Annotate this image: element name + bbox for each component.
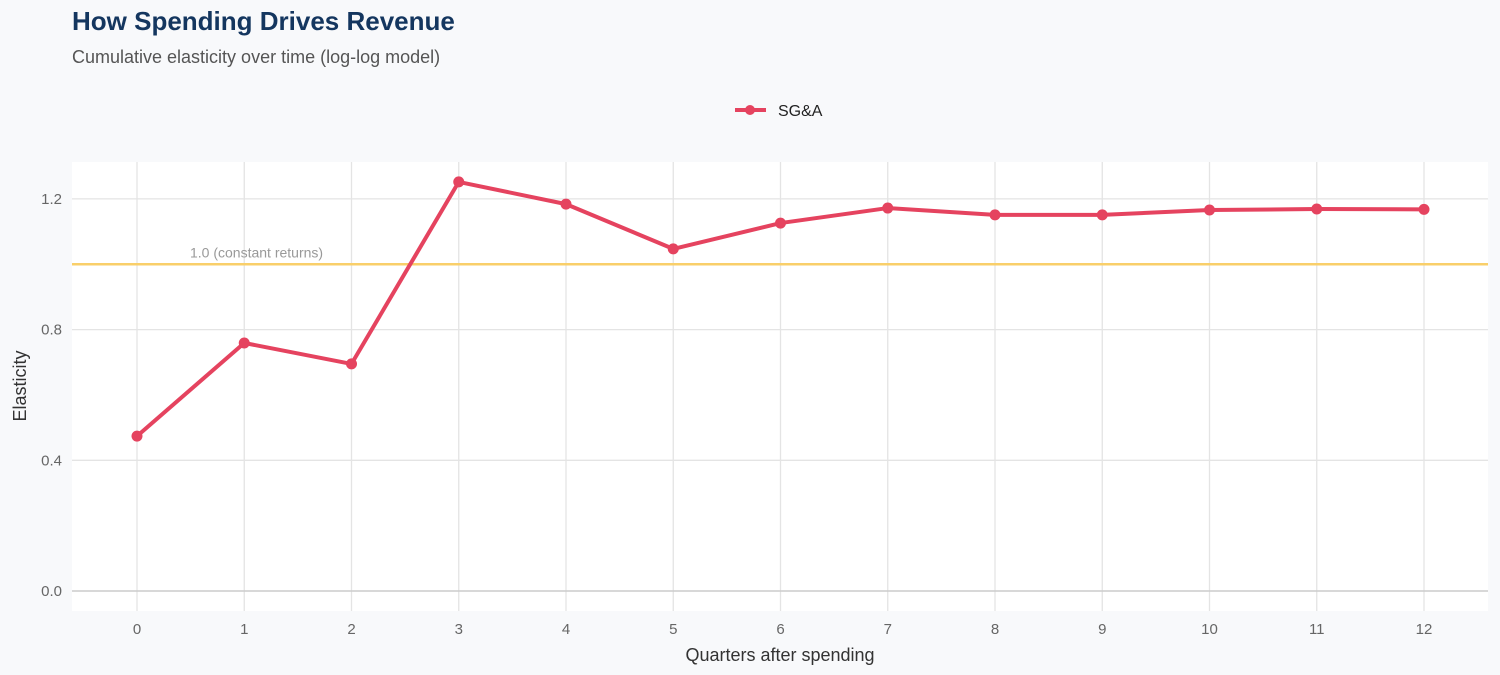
reference-line-group: 1.0 (constant returns) xyxy=(72,244,1488,266)
x-tick-label: 3 xyxy=(455,621,463,638)
tick-labels: 0 1 2 3 4 5 6 7 8 9 10 11 120.00.40.81.2 xyxy=(41,191,1432,638)
x-tick-label: 12 xyxy=(1416,621,1433,638)
data-point[interactable] xyxy=(1418,203,1430,215)
y-tick-label: 0.4 xyxy=(41,452,62,469)
y-axis-label: Elasticity xyxy=(10,350,30,421)
chart-subtitle: Cumulative elasticity over time (log-log… xyxy=(72,47,441,67)
x-tick-label: 8 xyxy=(991,621,999,638)
x-tick-label: 10 xyxy=(1201,621,1218,638)
x-axis-label: Quarters after spending xyxy=(685,645,874,665)
x-tick-label: 0 xyxy=(133,621,141,638)
data-point[interactable] xyxy=(346,358,357,370)
x-tick-label: 4 xyxy=(562,621,570,638)
legend-label: SG&A xyxy=(778,103,823,120)
x-tick-label: 11 xyxy=(1309,621,1325,638)
chart-title: How Spending Drives Revenue xyxy=(72,6,455,36)
data-point[interactable] xyxy=(775,217,786,229)
data-point[interactable] xyxy=(453,176,465,188)
data-point[interactable] xyxy=(882,202,894,214)
data-point[interactable] xyxy=(1096,209,1108,221)
reference-line-label: 1.0 (constant returns) xyxy=(190,244,323,260)
data-point[interactable] xyxy=(667,243,679,255)
data-point[interactable] xyxy=(238,337,250,349)
series-group xyxy=(131,176,1430,442)
x-tick-label: 9 xyxy=(1098,621,1106,638)
x-tick-label: 5 xyxy=(669,621,677,638)
x-tick-label: 2 xyxy=(347,621,355,638)
data-point[interactable] xyxy=(560,198,572,210)
data-point[interactable] xyxy=(131,430,143,442)
data-point[interactable] xyxy=(1311,203,1323,215)
gridlines xyxy=(72,162,1488,611)
x-tick-label: 7 xyxy=(884,621,892,638)
y-tick-label: 0.0 xyxy=(41,583,62,600)
legend-marker xyxy=(745,105,755,115)
x-tick-label: 6 xyxy=(776,621,784,638)
x-tick-label: 1 xyxy=(240,621,248,638)
legend[interactable]: SG&A xyxy=(735,103,823,120)
data-point[interactable] xyxy=(1204,204,1215,216)
y-tick-label: 1.2 xyxy=(41,191,62,208)
y-tick-label: 0.8 xyxy=(41,322,62,339)
data-point[interactable] xyxy=(989,209,1001,221)
